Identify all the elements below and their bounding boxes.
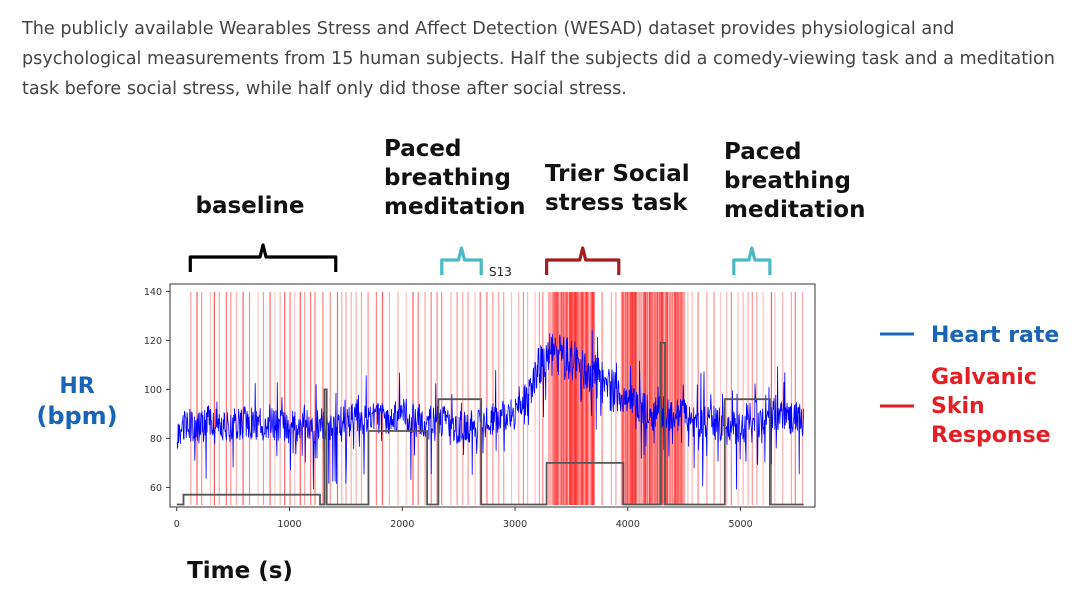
x-axis-label: Time (s) — [187, 558, 293, 584]
y-tick-label-60: 60 — [150, 483, 162, 494]
phase-brace-2 — [545, 246, 621, 275]
plot-frame — [169, 283, 816, 508]
x-tick-label-3000: 3000 — [503, 519, 527, 530]
phase-label-3-line-1: breathing — [724, 168, 851, 194]
legend-gsr-label-line-2: Response — [931, 423, 1051, 448]
x-tick-label-0: 0 — [174, 519, 180, 530]
phase-label-1-line-2: meditation — [384, 194, 525, 220]
gsr-series — [190, 292, 804, 505]
condition-step-series — [176, 341, 804, 506]
y-tick-label-120: 120 — [144, 336, 162, 347]
x-tick-label-2000: 2000 — [390, 519, 414, 530]
y-tick-label-140: 140 — [144, 287, 162, 298]
phase-label-3-line-2: meditation — [724, 197, 865, 223]
phase-brace-0 — [188, 243, 338, 272]
x-tick-label-4000: 4000 — [616, 519, 640, 530]
y-axis-label-line-2: (bpm) — [36, 402, 117, 430]
condition-step-line — [176, 341, 804, 506]
x-tick-label-1000: 1000 — [277, 519, 301, 530]
chart-title: S13 — [489, 265, 512, 279]
phase-brace-1 — [440, 246, 483, 275]
phase-annotations: baseline Paced breathing meditation Trier So… — [188, 136, 865, 275]
axes: 60 80 100 120 140 0 1000 2000 3000 4000 5000 S13 Tim… — [36, 265, 816, 584]
legend-heart-rate-label: Heart rate — [931, 323, 1059, 348]
phase-label-1-line-0: Paced — [384, 136, 461, 162]
legend-gsr-label-line-0: Galvanic — [931, 365, 1037, 390]
y-tick-label-100: 100 — [144, 385, 162, 396]
phase-label-2-line-0: Trier Social — [545, 161, 690, 187]
y-tick-label-80: 80 — [150, 434, 162, 445]
phase-label-3-line-0: Paced — [724, 139, 801, 165]
chart-legend: Heart rate Galvanic Skin Response — [880, 323, 1059, 448]
heart-rate-series — [176, 330, 805, 490]
phase-brace-3 — [732, 246, 772, 275]
heart-rate-line — [176, 330, 805, 490]
legend-gsr-label-line-1: Skin — [931, 394, 985, 419]
x-tick-label-5000: 5000 — [728, 519, 752, 530]
y-axis-label-line-1: HR — [59, 374, 94, 399]
phase-label-1-line-1: breathing — [384, 165, 511, 191]
intro-paragraph: The publicly available Wearables Stress … — [22, 19, 1055, 99]
phase-label-0-line-0: baseline — [195, 193, 304, 219]
phase-label-2-line-1: stress task — [545, 190, 688, 216]
